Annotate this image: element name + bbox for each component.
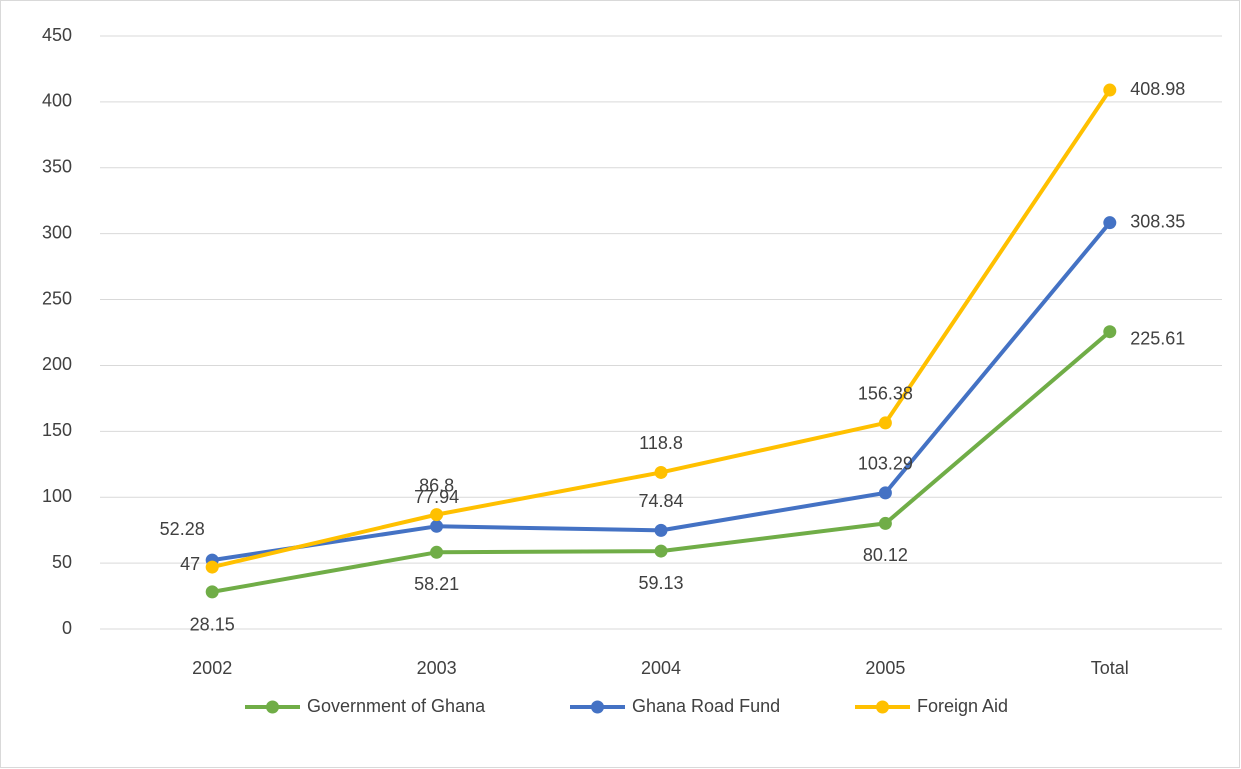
y-tick-label: 250: [42, 288, 72, 308]
x-tick-label: 2002: [192, 658, 232, 678]
legend-marker: [591, 700, 604, 714]
data-label: 103.29: [858, 454, 913, 474]
data-label: 77.94: [414, 487, 459, 507]
x-tick-label: 2003: [417, 658, 457, 678]
legend-marker: [266, 700, 279, 714]
data-point: [1103, 325, 1117, 339]
data-point: [654, 465, 668, 479]
data-label: 408.98: [1130, 79, 1185, 99]
y-tick-label: 450: [42, 25, 72, 45]
y-tick-label: 0: [62, 618, 72, 638]
data-point: [205, 585, 219, 599]
data-label: 308.35: [1130, 211, 1185, 231]
y-tick-label: 300: [42, 222, 72, 242]
data-point: [205, 560, 219, 574]
y-tick-label: 350: [42, 157, 72, 177]
y-tick-label: 150: [42, 420, 72, 440]
data-label: 86.8: [419, 475, 454, 495]
data-point: [878, 516, 892, 530]
legend-marker: [876, 700, 889, 714]
data-label: 156.38: [858, 384, 913, 404]
data-label: 59.13: [638, 573, 683, 593]
data-label: 118.8: [639, 433, 683, 453]
data-label: 52.28: [160, 519, 205, 539]
data-point: [430, 545, 444, 559]
data-point: [430, 519, 444, 533]
data-point: [878, 416, 892, 430]
legend-label: Foreign Aid: [917, 696, 1008, 716]
data-label: 74.84: [638, 491, 683, 511]
y-tick-label: 50: [52, 552, 72, 572]
data-label: 28.15: [190, 615, 235, 635]
y-tick-label: 100: [42, 486, 72, 506]
y-tick-label: 400: [42, 91, 72, 111]
legend-label: Ghana Road Fund: [632, 696, 780, 716]
data-label: 47: [180, 554, 200, 574]
x-tick-label: 2004: [641, 658, 681, 678]
data-label: 58.21: [414, 574, 459, 594]
y-tick-label: 200: [42, 354, 72, 374]
data-point: [430, 508, 444, 522]
data-label: 225.61: [1130, 328, 1185, 348]
legend-label: Government of Ghana: [307, 696, 486, 716]
data-point: [1103, 216, 1117, 230]
data-point: [654, 523, 668, 537]
data-point: [654, 544, 668, 558]
x-tick-label: Total: [1091, 658, 1129, 678]
x-tick-label: 2005: [865, 658, 905, 678]
data-point: [1103, 83, 1117, 97]
data-label: 80.12: [863, 545, 908, 565]
data-point: [878, 486, 892, 500]
